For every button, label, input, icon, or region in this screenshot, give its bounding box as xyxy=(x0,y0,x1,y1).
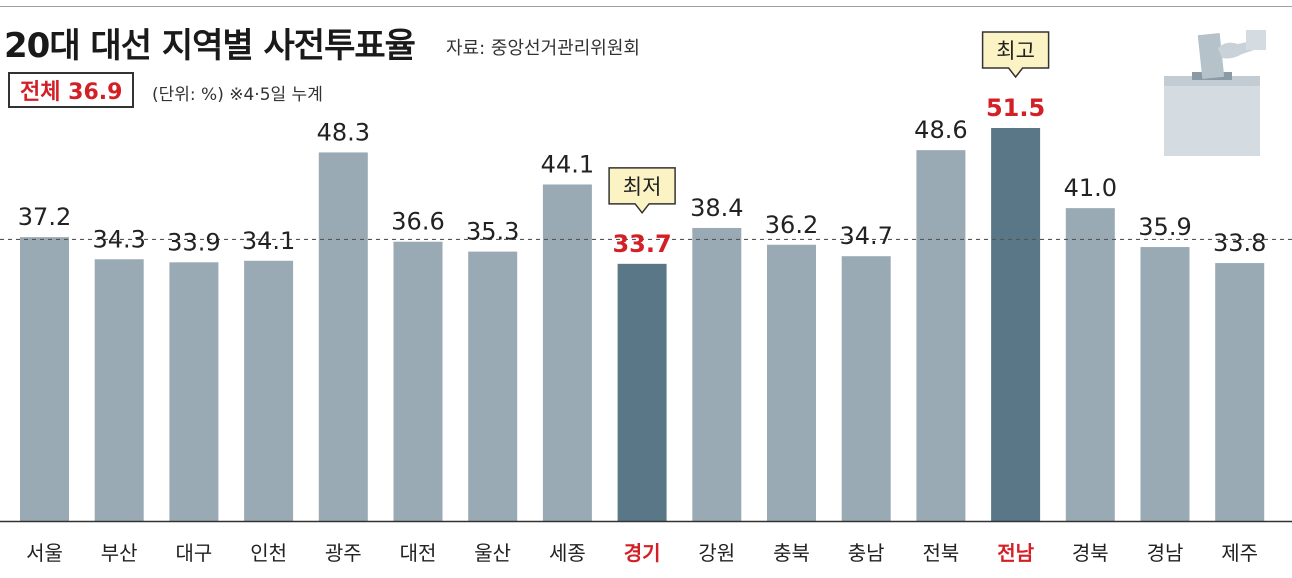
callout-label-전남: 최고 xyxy=(996,39,1035,63)
category-label-울산: 울산 xyxy=(474,541,511,565)
bar-경기 xyxy=(617,263,667,521)
category-label-경북: 경북 xyxy=(1072,541,1109,565)
category-label-충남: 충남 xyxy=(848,541,885,565)
bar-전북 xyxy=(916,150,966,521)
unit-note: (단위: %) ※4·5일 누계 xyxy=(152,85,323,105)
category-label-인천: 인천 xyxy=(250,541,287,565)
bar-전남 xyxy=(991,128,1041,521)
bar-부산 xyxy=(94,259,144,521)
bar-세종 xyxy=(542,184,592,521)
category-label-서울: 서울 xyxy=(26,541,63,565)
bar-대구 xyxy=(169,262,219,521)
category-label-부산: 부산 xyxy=(101,541,138,565)
category-label-제주: 제주 xyxy=(1221,541,1258,565)
value-label-경남: 35.9 xyxy=(1138,213,1191,241)
category-label-경남: 경남 xyxy=(1147,541,1184,565)
value-label-제주: 33.8 xyxy=(1213,229,1266,257)
category-label-강원: 강원 xyxy=(698,541,735,565)
bar-경남 xyxy=(1140,247,1190,521)
category-label-경기: 경기 xyxy=(624,541,661,565)
ballot-box-icon xyxy=(1164,30,1266,156)
bar-경북 xyxy=(1065,208,1115,521)
category-label-대전: 대전 xyxy=(400,541,437,565)
value-label-부산: 34.3 xyxy=(92,225,145,253)
value-label-전남: 51.5 xyxy=(986,94,1045,122)
category-label-대구: 대구 xyxy=(175,541,212,565)
value-label-경기: 33.7 xyxy=(612,230,671,258)
bar-충남 xyxy=(841,256,891,521)
value-label-인천: 34.1 xyxy=(242,227,295,255)
category-label-전남: 전남 xyxy=(997,541,1034,565)
category-label-세종: 세종 xyxy=(549,541,586,565)
value-label-충남: 34.7 xyxy=(839,222,892,250)
category-label-광주: 광주 xyxy=(325,541,362,565)
category-label-충북: 충북 xyxy=(773,541,810,565)
value-label-전북: 48.6 xyxy=(914,116,967,144)
value-label-대전: 36.6 xyxy=(391,208,444,236)
bar-강원 xyxy=(692,227,742,522)
category-label-전북: 전북 xyxy=(922,541,959,565)
bar-제주 xyxy=(1215,263,1265,521)
total-rate-badge: 전체 36.9 xyxy=(8,72,135,108)
bar-충북 xyxy=(767,244,816,521)
bar-인천 xyxy=(244,260,294,521)
bar-울산 xyxy=(468,251,518,522)
chart-title: 20대 대선 지역별 사전투표율 xyxy=(4,26,416,66)
callout-box-전남 xyxy=(981,31,1050,79)
callout-경기: 최저 xyxy=(608,167,676,215)
value-label-대구: 33.9 xyxy=(167,228,220,256)
bar-광주 xyxy=(318,152,368,521)
bar-서울 xyxy=(20,237,69,521)
source-note: 자료: 중앙선거관리위원회 xyxy=(446,38,640,59)
value-label-강원: 38.4 xyxy=(690,194,743,222)
callout-box-경기 xyxy=(608,167,676,215)
value-label-충북: 36.2 xyxy=(765,211,818,239)
value-label-세종: 44.1 xyxy=(541,150,594,178)
value-label-광주: 48.3 xyxy=(317,118,370,146)
callout-전남: 최고 xyxy=(981,31,1050,79)
top-rule xyxy=(0,6,1292,7)
value-label-서울: 37.2 xyxy=(18,203,71,231)
bar-대전 xyxy=(393,241,443,521)
value-label-울산: 35.3 xyxy=(466,218,519,246)
callout-label-경기: 최저 xyxy=(623,175,662,199)
value-label-경북: 41.0 xyxy=(1064,174,1117,202)
